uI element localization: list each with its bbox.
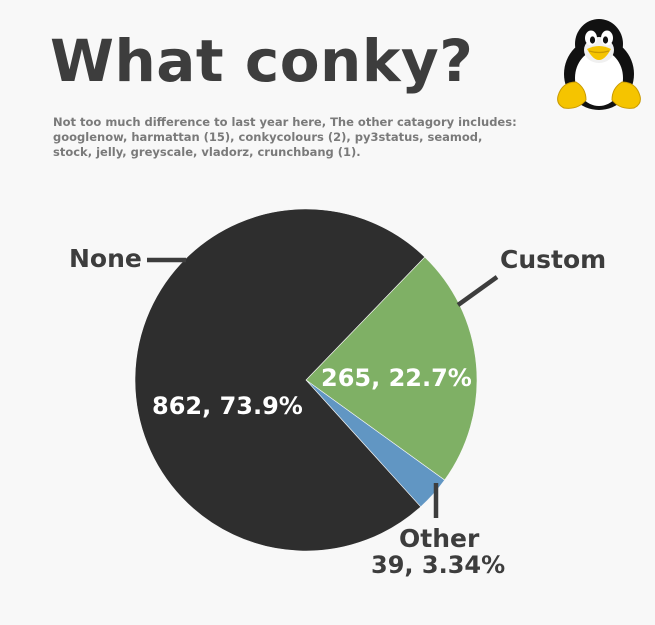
pie-slice-custom (305, 256, 478, 481)
chart-subtitle: Not too much difference to last year her… (53, 115, 517, 159)
category-label-custom: Custom (500, 245, 606, 274)
value-label-custom: 265, 22.7% (321, 364, 472, 392)
leader-line-custom (456, 275, 499, 307)
category-label-other: Other (399, 524, 480, 553)
category-label-none: None (69, 244, 142, 273)
pie-slice-none (134, 208, 426, 552)
value-label-none: 862, 73.9% (152, 392, 303, 420)
value-label-other: 39, 3.34% (371, 551, 505, 579)
tux-penguin-icon (557, 19, 641, 110)
chart-title: What conky? (50, 27, 474, 95)
